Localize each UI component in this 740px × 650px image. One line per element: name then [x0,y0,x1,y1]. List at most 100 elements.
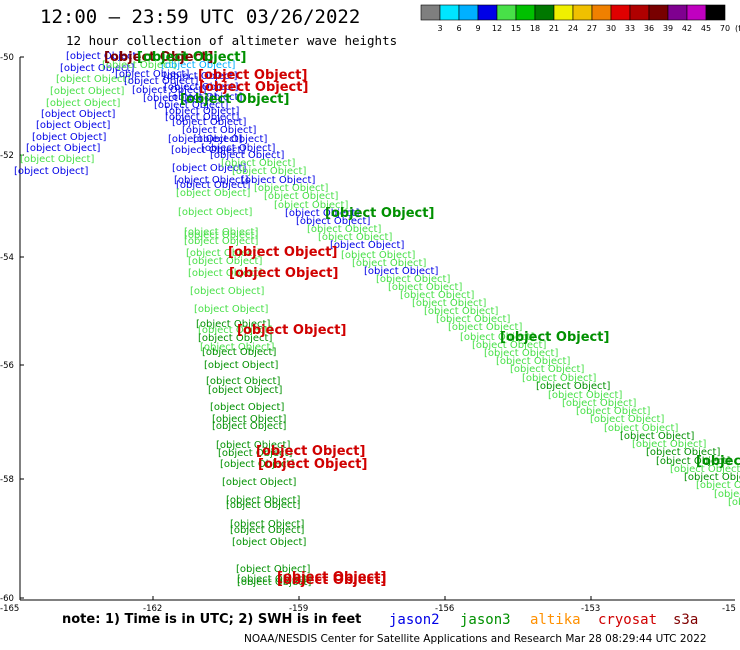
colorbar-swatch [629,4,650,21]
wave-label: [object Object] [200,342,274,353]
wave-label: [object Object] [184,236,258,247]
wave-label: [object Object] [728,497,740,508]
time-label: [object Object] [228,245,337,260]
wave-label: [object Object] [684,472,740,483]
wave-label: [object Object] [172,163,246,174]
time-label: [object Object] [180,92,289,107]
x-tick-label: -165 [0,604,19,614]
colorbar-label: 39 [663,24,673,33]
wave-label: [object Object] [56,74,130,85]
wave-label: [object Object] [307,224,381,235]
wave-label: [object Object] [66,51,140,62]
wave-label: [object Object] [32,132,106,143]
colorbar-label: 21 [549,24,559,33]
wave-label: [object Object] [562,398,636,409]
wave-label: [object Object] [400,290,474,301]
wave-label: [object Object] [412,298,486,309]
time-label: [object Object] [198,68,307,83]
page-title: 12:00 – 23:59 UTC 03/26/2022 [40,6,361,28]
wave-label: [object Object] [36,120,110,131]
wave-label: [object Object] [182,125,256,136]
colorbar-swatch [686,4,707,21]
wave-label: [object Object] [496,356,570,367]
wave-label: [object Object] [670,464,740,475]
wave-label: [object Object] [714,489,740,500]
colorbar-label: (ft) [735,24,740,33]
wave-label: [object Object] [236,564,310,575]
wave-label: [object Object] [60,63,134,74]
colorbar-label: 24 [568,24,578,33]
time-label: [object Object] [137,50,246,65]
wave-label: [object Object] [50,86,124,97]
colorbar-swatch [439,4,460,21]
wave-label: [object Object] [460,332,534,343]
wave-label: [object Object] [388,282,462,293]
wave-label: [object Object] [184,230,258,241]
wave-label: [object Object] [216,440,290,451]
time-label: [object Object] [258,457,367,472]
legend-jason2: jason2 [389,612,440,628]
wave-label: [object Object] [230,525,304,536]
colorbar-swatch [458,4,479,21]
satellite-legend: jason2 jason3 altika cryosat s3a [389,612,698,628]
wave-label: [object Object] [254,183,328,194]
wave-label: [object Object] [230,519,304,530]
wave-label: [object Object] [226,500,300,511]
wave-label: [object Object] [222,477,296,488]
wave-label: [object Object] [656,456,730,467]
wave-label: [object Object] [220,459,294,470]
page-subtitle: 12 hour collection of altimeter wave hei… [66,33,398,48]
colorbar-label: 12 [492,24,502,33]
wave-label: [object Object] [264,191,338,202]
legend-cryosat: cryosat [598,612,657,628]
time-label: [object Object] [277,573,386,588]
wave-label: [object Object] [237,574,311,585]
time-label: [object Object] [696,454,740,469]
colorbar-label: 9 [475,24,480,33]
time-label: [object Object] [104,50,213,65]
x-tick-label: -156 [435,604,454,614]
colorbar-label: 27 [587,24,597,33]
wave-label: [object Object] [20,154,94,165]
x-tick-label: -153 [581,604,600,614]
wave-label: [object Object] [188,256,262,267]
x-tick-label: -159 [289,604,308,614]
wave-label: [object Object] [590,414,664,425]
wave-label: [object Object] [198,333,272,344]
colorbar-swatch [420,4,441,21]
colorbar-swatch [572,4,593,21]
wave-height-labels: [object Object] [object Object] [object … [14,51,740,588]
time-label: [object Object] [199,80,308,95]
wave-label: [object Object] [424,306,498,317]
wave-label: [object Object] [241,175,315,186]
colorbar-swatch [477,4,498,21]
footer-note: note: 1) Time is in UTC; 2) SWH is in fe… [62,612,362,627]
wave-label: [object Object] [176,188,250,199]
colorbar-swatch [515,4,536,21]
colorbar-swatch [591,4,612,21]
y-tick-label: -60 [0,594,14,604]
footer-credit: NOAA/NESDIS Center for Satellite Applica… [244,633,707,645]
wave-label: [object Object] [41,109,115,120]
y-tick-label: -56 [0,361,14,371]
legend-altika: altika [530,612,581,628]
colorbar-label: 70 [720,24,730,33]
colorbar-label: 18 [530,24,540,33]
wave-label: [object Object] [206,376,280,387]
colorbar-label: 45 [701,24,711,33]
wave-label: [object Object] [576,406,650,417]
wave-label: [object Object] [178,207,252,218]
wave-label: [object Object] [210,402,284,413]
colorbar-label: 36 [644,24,654,33]
colorbar-swatch [610,4,631,21]
y-tick-label: -50 [0,53,14,63]
colorbar-swatch [534,4,555,21]
time-label: [object Object] [256,444,365,459]
wave-label: [object Object] [186,248,260,259]
wave-label: [object Object] [208,385,282,396]
wave-label: [object Object] [46,98,120,109]
wave-label: [object Object] [536,381,610,392]
wave-label: [object Object] [376,274,450,285]
wave-label: [object Object] [164,82,238,93]
